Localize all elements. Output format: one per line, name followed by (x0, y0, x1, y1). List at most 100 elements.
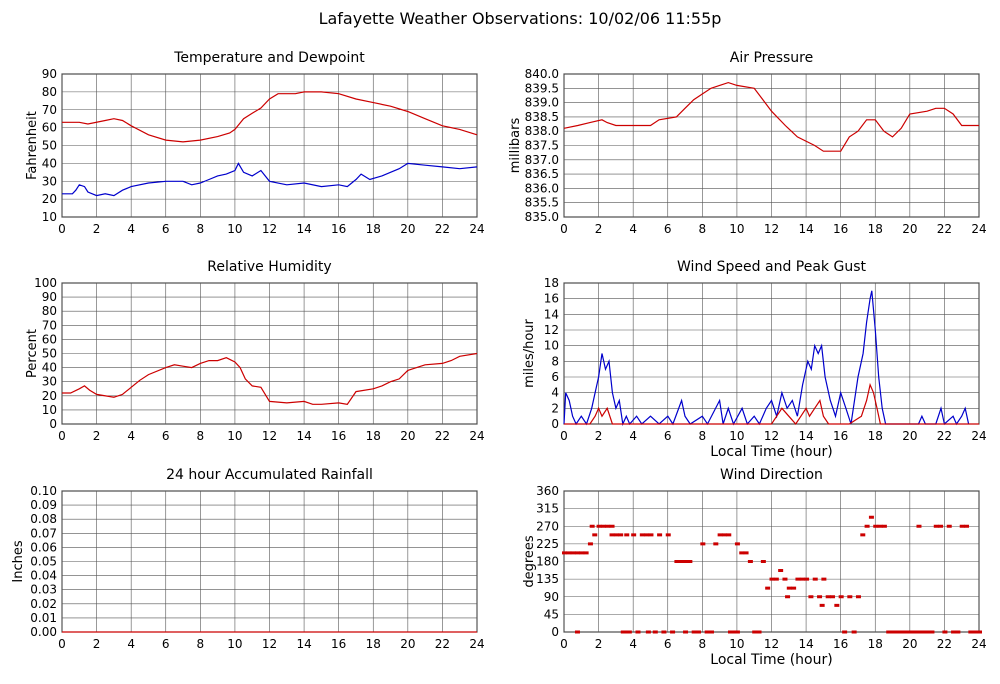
wind_dir-point (785, 595, 791, 599)
temp-ytick-label: 80 (42, 85, 57, 99)
rainfall-xtick-label: 24 (469, 637, 484, 651)
wind_dir-point (644, 533, 650, 537)
temp-ytick-label: 10 (42, 210, 57, 224)
rainfall-ytick-label: 0.00 (30, 625, 57, 639)
wind_dir-point (899, 630, 905, 634)
rainfall-ytick-label: 0.06 (30, 540, 57, 554)
rainfall-xtick-label: 8 (197, 637, 205, 651)
wind_dir-xlabel: Local Time (hour) (710, 652, 832, 668)
wind_dir-ytick-label: 90 (544, 590, 559, 604)
humidity-ytick-label: 20 (42, 389, 57, 403)
wind_dir-point (700, 542, 706, 546)
wind_dir-point (683, 560, 689, 563)
wind_dir-ytick-label: 360 (536, 484, 559, 498)
pressure-ytick-label: 838.0 (525, 124, 559, 138)
wind_dir-ytick-label: 135 (536, 572, 559, 586)
wind_dir-point (825, 595, 831, 599)
wind_dir-xtick-label: 0 (560, 637, 568, 651)
humidity-ytick-label: 40 (42, 361, 57, 375)
wind_speed-xtick-label: 12 (764, 429, 779, 443)
wind_dir-point (769, 577, 775, 581)
wind_dir-point (903, 630, 909, 634)
wind_speed-xtick-label: 8 (699, 429, 707, 443)
wind_dir-xtick-label: 12 (764, 637, 779, 651)
wind_dir-point (799, 577, 805, 581)
rainfall-ytick-label: 0.08 (30, 512, 57, 526)
pressure-xtick-label: 0 (560, 222, 568, 236)
rainfall-ytick-label: 0.01 (30, 611, 57, 625)
wind_dir-point (964, 524, 970, 528)
wind_dir-point (847, 595, 853, 599)
wind_dir-point (622, 630, 628, 634)
wind_dir-point (916, 630, 922, 634)
wind_dir-point (938, 524, 944, 528)
pressure-xtick-label: 10 (729, 222, 744, 236)
wind_dir-xtick-label: 20 (902, 637, 917, 651)
pressure-xtick-label: 12 (764, 222, 779, 236)
wind_dir-point (929, 630, 935, 634)
wind_dir-point (583, 551, 589, 555)
wind_speed-xtick-label: 2 (595, 429, 603, 443)
rainfall-ytick-label: 0.03 (30, 583, 57, 597)
pressure-ytick-label: 836.5 (525, 167, 559, 181)
wind_dir-point (691, 630, 697, 634)
wind_dir-point (665, 533, 671, 537)
wind_dir-point (596, 524, 602, 528)
wind_dir-point (670, 630, 676, 634)
wind_dir-point (730, 630, 736, 634)
wind_dir-point (868, 515, 874, 519)
temp-xtick-label: 18 (366, 222, 381, 236)
wind_dir-point (648, 533, 654, 537)
wind_speed-xtick-label: 10 (729, 429, 744, 443)
wind_dir-xtick-label: 2 (595, 637, 603, 651)
wind_speed-ytick-label: 6 (551, 370, 559, 384)
wind_dir-point (968, 630, 974, 634)
wind_speed-xtick-label: 4 (629, 429, 637, 443)
temp-xtick-label: 2 (93, 222, 101, 236)
wind_dir-point (713, 542, 719, 546)
wind_speed-ytick-label: 0 (551, 417, 559, 431)
humidity-ytick-label: 90 (42, 290, 57, 304)
temp-xtick-label: 8 (197, 222, 205, 236)
wind_dir-point (907, 630, 913, 634)
wind_dir-point (830, 595, 836, 599)
temp-ytick-label: 50 (42, 139, 57, 153)
wind_dir-point (864, 524, 870, 528)
pressure-xtick-label: 22 (937, 222, 952, 236)
pressure-xtick-label: 8 (699, 222, 707, 236)
wind_dir-point (778, 569, 784, 573)
wind_dir-point (855, 595, 861, 599)
wind_dir-point (760, 560, 766, 563)
wind_speed-title: Wind Speed and Peak Gust (677, 259, 866, 275)
pressure-xtick-label: 4 (629, 222, 637, 236)
rainfall-xtick-label: 18 (366, 637, 381, 651)
wind_dir-point (592, 533, 598, 537)
wind_speed-ytick-label: 4 (551, 386, 559, 400)
wind_speed-xtick-label: 24 (971, 429, 986, 443)
wind_dir-ytick-label: 45 (544, 607, 559, 621)
temp-xtick-label: 0 (58, 222, 66, 236)
pressure-xtick-label: 6 (664, 222, 672, 236)
wind_dir-point (674, 560, 680, 563)
wind_speed-ytick-label: 2 (551, 401, 559, 415)
wind_speed-ytick-label: 16 (544, 292, 559, 306)
wind_dir-point (933, 524, 939, 528)
wind_dir-point (613, 533, 619, 537)
rainfall-ytick-label: 0.07 (30, 526, 57, 540)
humidity-ytick-label: 80 (42, 304, 57, 318)
pressure-series-line-0 (563, 81, 979, 152)
pressure-ytick-label: 836.0 (525, 181, 559, 195)
humidity-xtick-label: 18 (366, 429, 381, 443)
pressure-xtick-label: 18 (868, 222, 883, 236)
temp-ytick-label: 70 (42, 103, 57, 117)
wind_speed-series-line-1 (564, 382, 979, 425)
wind_dir-point (631, 533, 637, 537)
humidity-xtick-label: 4 (127, 429, 135, 443)
wind_dir-point (925, 630, 931, 634)
